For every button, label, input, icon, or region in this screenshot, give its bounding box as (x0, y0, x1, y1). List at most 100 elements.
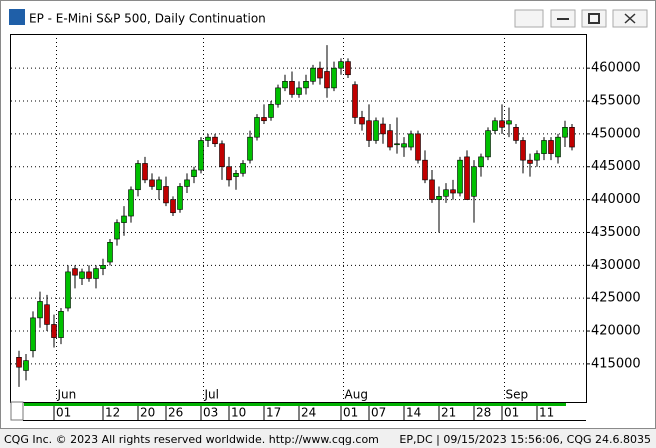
candle-body (275, 87, 281, 105)
candle-body (156, 179, 162, 191)
x-tick-label: 12 (105, 406, 120, 420)
candle-body (198, 140, 204, 171)
candle-body (352, 84, 358, 118)
app-icon (9, 9, 25, 25)
candle-body (23, 360, 29, 371)
x-tick-label: 17 (266, 406, 281, 420)
candle-body (135, 163, 141, 191)
candle-body (527, 159, 533, 164)
candle-body (114, 222, 120, 240)
candle-body (205, 136, 211, 141)
candle-body (184, 179, 190, 187)
candle-body (107, 242, 113, 263)
candle-body (30, 317, 36, 352)
y-tick-label: 455000 (591, 94, 641, 109)
x-tick-label: 28 (476, 406, 491, 420)
candle-body (233, 173, 239, 177)
candle-body (471, 166, 477, 197)
y-tick-label: 440000 (591, 192, 641, 207)
candle-body (331, 67, 337, 89)
chart: 415000 420000 425000 430000 435000 440000 4450… (11, 34, 641, 420)
candle-body (569, 127, 575, 148)
candle-body (289, 81, 295, 95)
y-tick-label: 435000 (591, 225, 641, 240)
month-label: Aug (345, 388, 368, 402)
candle-body (37, 301, 43, 319)
footer-right: EP,DC | 09/15/2023 15:56:06, CQG 24.6.80… (399, 433, 651, 446)
candle-body (366, 120, 372, 141)
candle-body (541, 140, 547, 154)
candle-body (422, 159, 428, 181)
candle-body (338, 61, 344, 69)
x-tick-label: 21 (441, 406, 456, 420)
candle-body (58, 311, 64, 338)
x-tick-label: 01 (343, 406, 358, 420)
month-label: Jun (57, 388, 77, 402)
candle-body (387, 130, 393, 148)
window-title: EP - E-Mini S&P 500, Daily Continuation (29, 12, 266, 26)
candle-body (100, 265, 106, 269)
candle-body (51, 324, 57, 338)
candle-body (86, 271, 92, 279)
candle-body (163, 186, 169, 204)
candle-body (212, 136, 218, 145)
candle-body (485, 130, 491, 158)
candle-body (226, 166, 232, 181)
candle-body (254, 117, 260, 138)
y-tick-label: 415000 (591, 356, 641, 371)
candle-body (534, 153, 540, 161)
x-tick-label: 20 (140, 406, 155, 420)
candle-body (380, 123, 386, 135)
candle-body (16, 357, 22, 368)
candle-body (457, 159, 463, 194)
candle-body (429, 179, 435, 200)
candle-body (506, 120, 512, 125)
candle-body (72, 268, 78, 276)
candle-body (520, 140, 526, 161)
scroll-box[interactable] (10, 401, 24, 421)
candle-body (513, 127, 519, 141)
candle-body (219, 143, 225, 168)
candle-body (296, 87, 302, 95)
y-tick-label: 430000 (591, 258, 641, 273)
x-tick-label: 24 (301, 406, 316, 420)
candle-body (65, 271, 71, 309)
candle-body (415, 133, 421, 161)
candle-body (324, 71, 330, 89)
candle-body (401, 143, 407, 148)
candle-body (170, 199, 176, 214)
candle-body (373, 120, 379, 141)
candle-body (555, 136, 561, 158)
x-tick-label: 03 (203, 406, 218, 420)
maximize-button[interactable] (581, 9, 607, 28)
candle-body (149, 179, 155, 187)
candle-body (464, 156, 470, 200)
title-buttons[interactable] (514, 9, 648, 28)
y-tick-label: 425000 (591, 291, 641, 306)
link-button[interactable] (514, 9, 544, 28)
y-tick-label: 460000 (591, 61, 641, 76)
candle-body (268, 104, 274, 118)
candle-body (499, 120, 505, 128)
candle-body (345, 61, 351, 76)
footer-left: CQG Inc. © 2023 All rights reserved worl… (4, 433, 379, 446)
candle-body (282, 81, 288, 89)
candle-body (436, 196, 442, 200)
candle-body (359, 117, 365, 125)
candle-body (562, 127, 568, 138)
month-label: Jul (204, 388, 219, 402)
x-tick-label: 14 (406, 406, 421, 420)
candle-body (142, 163, 148, 181)
candle-body (121, 215, 127, 223)
x-tick-label: 10 (231, 406, 246, 420)
candle-body (548, 140, 554, 154)
candle-body (310, 67, 316, 82)
candle-body (247, 136, 253, 161)
candle-body (93, 268, 99, 279)
candle-body (450, 189, 456, 194)
candle-body (240, 163, 246, 174)
x-tick-label: 07 (371, 406, 386, 420)
candle-body (317, 67, 323, 79)
candle-body (303, 81, 309, 89)
